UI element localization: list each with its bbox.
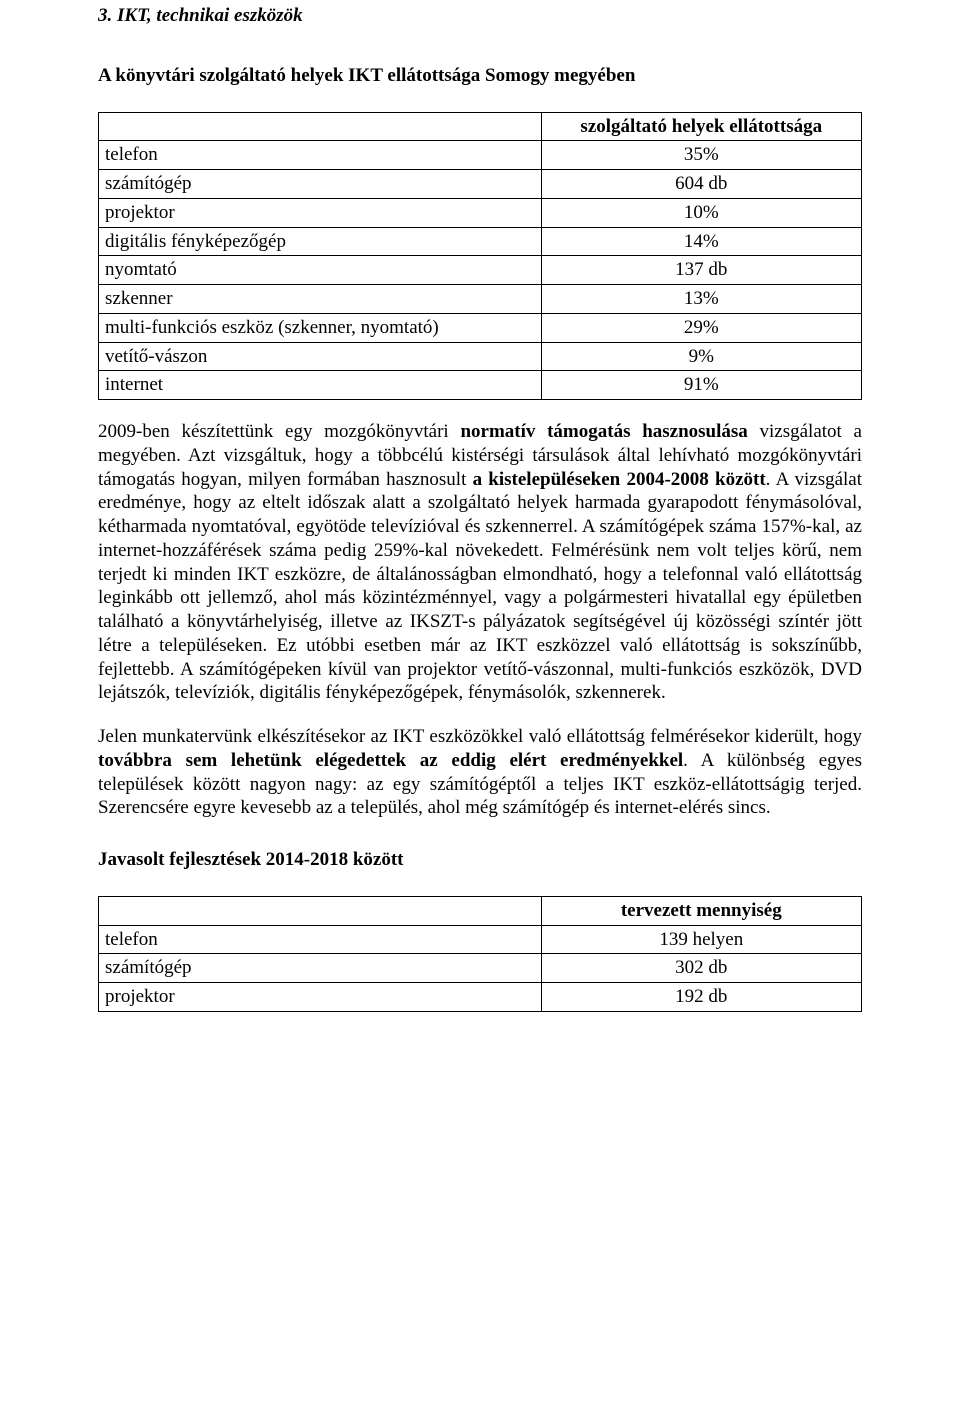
- row-label: számítógép: [99, 954, 542, 983]
- table-header-blank: [99, 896, 542, 925]
- section-number: 3.: [98, 5, 112, 26]
- table-header-row: tervezett mennyiség: [99, 896, 862, 925]
- row-label: számítógép: [99, 170, 542, 199]
- row-value: 13%: [541, 285, 861, 314]
- row-label: telefon: [99, 925, 542, 954]
- table-row: nyomtató 137 db: [99, 256, 862, 285]
- table-fejlesztesek: tervezett mennyiség telefon 139 helyen s…: [98, 896, 862, 1012]
- table-row: multi-funkciós eszköz (szkenner, nyomtat…: [99, 313, 862, 342]
- row-value: 14%: [541, 227, 861, 256]
- table-row: számítógép 302 db: [99, 954, 862, 983]
- row-value: 9%: [541, 342, 861, 371]
- paragraph-2: Jelen munkatervünk elkészítésekor az IKT…: [98, 725, 862, 820]
- row-value: 35%: [541, 141, 861, 170]
- table-row: internet 91%: [99, 371, 862, 400]
- para1-bold1: normatív támogatás hasznosulása: [460, 421, 747, 442]
- para1-text1: 2009-ben készítettünk egy mozgókönyvtári: [98, 421, 460, 442]
- para1-text3: . A vizsgálat eredménye, hogy az eltelt …: [98, 469, 862, 704]
- row-value: 10%: [541, 198, 861, 227]
- row-value: 137 db: [541, 256, 861, 285]
- table-header-blank: [99, 112, 542, 141]
- table1-caption: A könyvtári szolgáltató helyek IKT ellát…: [98, 64, 862, 88]
- para1-bold2: a kistelepüléseken 2004-2008 között: [473, 469, 766, 490]
- table-row: vetítő-vászon 9%: [99, 342, 862, 371]
- row-label: telefon: [99, 141, 542, 170]
- table-header-row: szolgáltató helyek ellátottsága: [99, 112, 862, 141]
- table-header-value: tervezett mennyiség: [541, 896, 861, 925]
- section-title: IKT, technikai eszközök: [117, 5, 303, 26]
- row-value: 604 db: [541, 170, 861, 199]
- row-value: 139 helyen: [541, 925, 861, 954]
- row-value: 29%: [541, 313, 861, 342]
- row-label: nyomtató: [99, 256, 542, 285]
- table-row: digitális fényképezőgép 14%: [99, 227, 862, 256]
- table-row: szkenner 13%: [99, 285, 862, 314]
- para2-text1: Jelen munkatervünk elkészítésekor az IKT…: [98, 726, 862, 747]
- row-value: 192 db: [541, 983, 861, 1012]
- row-value: 91%: [541, 371, 861, 400]
- table-row: telefon 139 helyen: [99, 925, 862, 954]
- paragraph-1: 2009-ben készítettünk egy mozgókönyvtári…: [98, 420, 862, 705]
- section-heading: 3. IKT, technikai eszközök: [98, 4, 862, 28]
- row-label: internet: [99, 371, 542, 400]
- para2-bold1: továbbra sem lehetünk elégedettek az edd…: [98, 750, 683, 771]
- table-row: projektor 192 db: [99, 983, 862, 1012]
- table-header-value: szolgáltató helyek ellátottsága: [541, 112, 861, 141]
- table-row: telefon 35%: [99, 141, 862, 170]
- table-row: projektor 10%: [99, 198, 862, 227]
- row-value: 302 db: [541, 954, 861, 983]
- page: 3. IKT, technikai eszközök A könyvtári s…: [0, 4, 960, 1416]
- row-label: multi-funkciós eszköz (szkenner, nyomtat…: [99, 313, 542, 342]
- row-label: szkenner: [99, 285, 542, 314]
- table-ikt-ellatottsag: szolgáltató helyek ellátottsága telefon …: [98, 112, 862, 401]
- table-row: számítógép 604 db: [99, 170, 862, 199]
- row-label: projektor: [99, 198, 542, 227]
- row-label: projektor: [99, 983, 542, 1012]
- table2-caption: Javasolt fejlesztések 2014-2018 között: [98, 848, 862, 872]
- row-label: digitális fényképezőgép: [99, 227, 542, 256]
- row-label: vetítő-vászon: [99, 342, 542, 371]
